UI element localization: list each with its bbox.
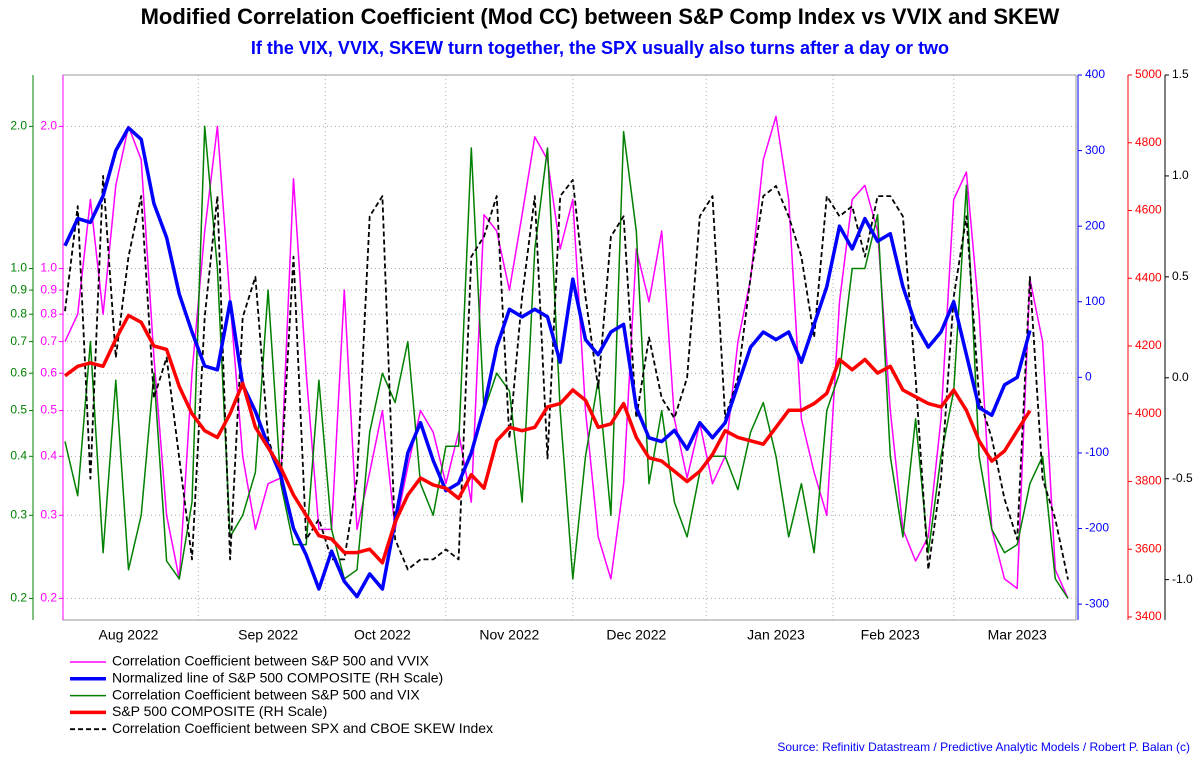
- y-tick-label: 1.0: [10, 261, 27, 275]
- chart-subtitle: If the VIX, VVIX, SKEW turn together, th…: [251, 38, 949, 58]
- y-tick-label: 4800: [1135, 135, 1162, 149]
- legend-label: S&P 500 COMPOSITE (RH Scale): [112, 703, 327, 719]
- y-tick-label: -100: [1085, 445, 1109, 459]
- y-tick-label: 0.3: [40, 507, 57, 521]
- series-line: [64, 125, 1069, 599]
- y-tick-label: 3600: [1135, 541, 1162, 555]
- y-tick-label: 0.7: [40, 334, 57, 348]
- y-tick-label: 4400: [1135, 270, 1162, 284]
- y-tick-label: 4600: [1135, 203, 1162, 217]
- y-tick-label: 5000: [1135, 67, 1162, 81]
- x-tick-label: Sep 2022: [238, 627, 298, 643]
- x-tick-label: Oct 2022: [354, 627, 411, 643]
- y-tick-label: 0.7: [10, 334, 27, 348]
- y-tick-label: 0.4: [40, 448, 57, 462]
- series-line: [64, 115, 1069, 599]
- y-tick-label: 0.2: [10, 591, 27, 605]
- legend-label: Normalized line of S&P 500 COMPOSITE (RH…: [112, 670, 443, 686]
- y-tick-label: 0.5: [1172, 269, 1189, 283]
- series-line: [63, 313, 1032, 565]
- y-tick-label: -1.0: [1172, 572, 1193, 586]
- y-tick-label: 0.6: [10, 365, 27, 379]
- legend-label: Correlation Coefficient between S&P 500 …: [112, 653, 430, 669]
- y-tick-label: 4200: [1135, 338, 1162, 352]
- y-tick-label: 2.0: [10, 119, 27, 133]
- legend-label: Correlation Coefficient between S&P 500 …: [112, 686, 420, 702]
- y-tick-label: 400: [1085, 67, 1105, 81]
- y-tick-label: 0.9: [10, 282, 27, 296]
- y-tick-label: 3400: [1135, 609, 1162, 623]
- y-tick-label: 0.5: [40, 403, 57, 417]
- x-tick-label: Jan 2023: [747, 627, 805, 643]
- y-tick-label: -200: [1085, 521, 1109, 535]
- y-tick-label: 0: [1085, 370, 1092, 384]
- x-tick-label: Dec 2022: [606, 627, 666, 643]
- legend-label: Correlation Coefficient between SPX and …: [112, 720, 493, 736]
- y-tick-label: -0.5: [1172, 471, 1193, 485]
- x-tick-label: Mar 2023: [988, 627, 1047, 643]
- y-tick-label: 3800: [1135, 474, 1162, 488]
- y-tick-label: 200: [1085, 218, 1105, 232]
- y-tick-label: 0.8: [40, 306, 57, 320]
- y-tick-label: 0.2: [40, 591, 57, 605]
- x-tick-label: Aug 2022: [99, 627, 159, 643]
- chart-title: Modified Correlation Coefficient (Mod CC…: [141, 4, 1060, 29]
- y-tick-label: 0.4: [10, 448, 27, 462]
- series-line: [64, 175, 1069, 580]
- y-tick-label: 0.6: [40, 365, 57, 379]
- y-tick-label: 0.8: [10, 306, 27, 320]
- series-line: [63, 126, 1032, 599]
- x-tick-label: Nov 2022: [479, 627, 539, 643]
- y-tick-label: 0.3: [10, 507, 27, 521]
- y-tick-label: 0.0: [1172, 370, 1189, 384]
- y-tick-label: 4000: [1135, 406, 1162, 420]
- y-tick-label: 100: [1085, 294, 1105, 308]
- y-tick-label: 0.9: [40, 282, 57, 296]
- x-tick-label: Feb 2023: [861, 627, 920, 643]
- y-tick-label: 1.0: [40, 261, 57, 275]
- y-tick-label: -300: [1085, 596, 1109, 610]
- source-note: Source: Refinitiv Datastream / Predictiv…: [777, 740, 1190, 754]
- y-tick-label: 300: [1085, 143, 1105, 157]
- y-tick-label: 1.0: [1172, 168, 1189, 182]
- y-tick-label: 0.5: [10, 403, 27, 417]
- y-tick-label: 2.0: [40, 119, 57, 133]
- y-tick-label: 1.5: [1172, 67, 1189, 81]
